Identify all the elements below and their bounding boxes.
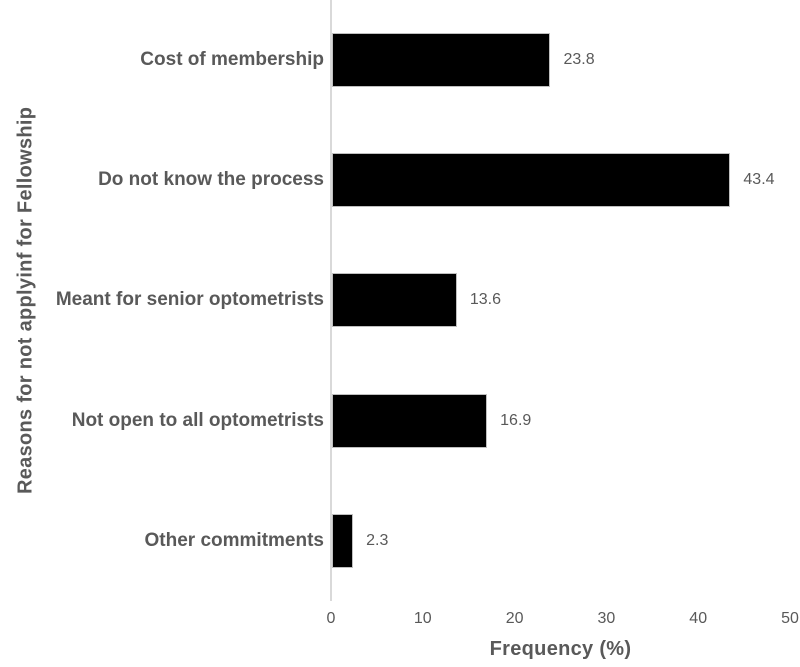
bar-row: Do not know the process 43.4 bbox=[0, 120, 800, 240]
category-label: Other commitments bbox=[144, 529, 324, 551]
bar bbox=[332, 33, 551, 88]
y-axis-line bbox=[330, 0, 332, 601]
bar-value-label: 2.3 bbox=[366, 531, 389, 549]
x-tick-label: 10 bbox=[413, 610, 432, 627]
bar-row: Meant for senior optometrists 13.6 bbox=[0, 240, 800, 360]
bar-row: Not open to all optometrists 16.9 bbox=[0, 361, 800, 481]
bar-value-label: 43.4 bbox=[743, 171, 775, 189]
x-tick-label: 20 bbox=[505, 610, 524, 627]
x-tick-label: 0 bbox=[326, 610, 336, 627]
category-label: Meant for senior optometrists bbox=[55, 289, 324, 311]
bar-row: Other commitments 2.3 bbox=[0, 481, 800, 601]
category-label: Do not know the process bbox=[98, 169, 324, 191]
x-tick-label: 40 bbox=[689, 610, 708, 627]
bar-row: Cost of membership 23.8 bbox=[0, 0, 800, 120]
x-tick-label: 50 bbox=[781, 610, 799, 627]
x-axis-title: Frequency (%) bbox=[489, 638, 632, 660]
bar bbox=[332, 153, 731, 208]
category-label: Not open to all optometrists bbox=[71, 409, 324, 431]
bar-value-label: 23.8 bbox=[563, 51, 595, 69]
plot-area: Cost of membership 23.8 Do not know the pr… bbox=[0, 0, 800, 601]
bar bbox=[332, 393, 488, 448]
x-axis-ticks: 0 10 20 30 40 50 bbox=[0, 610, 800, 632]
bar bbox=[332, 273, 457, 328]
x-tick-label: 30 bbox=[597, 610, 616, 627]
bar-value-label: 13.6 bbox=[469, 291, 501, 309]
category-label: Cost of membership bbox=[140, 49, 324, 71]
bar bbox=[332, 513, 354, 568]
bar-value-label: 16.9 bbox=[500, 411, 532, 429]
